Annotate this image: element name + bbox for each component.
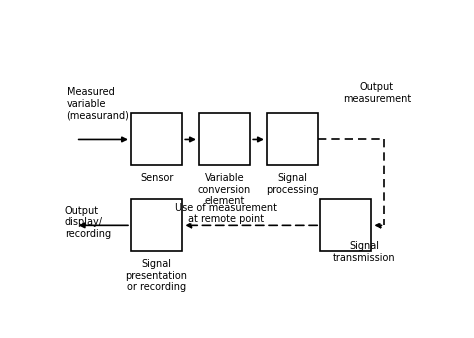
Bar [320, 199, 372, 251]
Text: Output
measurement: Output measurement [343, 82, 411, 104]
Bar [131, 114, 182, 166]
Text: Use of measurement
at remote point: Use of measurement at remote point [175, 203, 277, 224]
Text: Variable
conversion
element: Variable conversion element [198, 173, 251, 207]
Text: Measured
variable
(measurand): Measured variable (measurand) [66, 88, 129, 121]
Text: Output
display/
recording: Output display/ recording [65, 206, 111, 239]
Text: Signal
transmission: Signal transmission [333, 241, 395, 263]
Text: Sensor: Sensor [140, 173, 173, 183]
Text: Signal
processing: Signal processing [266, 173, 319, 195]
Bar [267, 114, 318, 166]
Text: Signal
presentation
or recording: Signal presentation or recording [126, 259, 188, 292]
Bar [131, 199, 182, 251]
Bar [199, 114, 250, 166]
